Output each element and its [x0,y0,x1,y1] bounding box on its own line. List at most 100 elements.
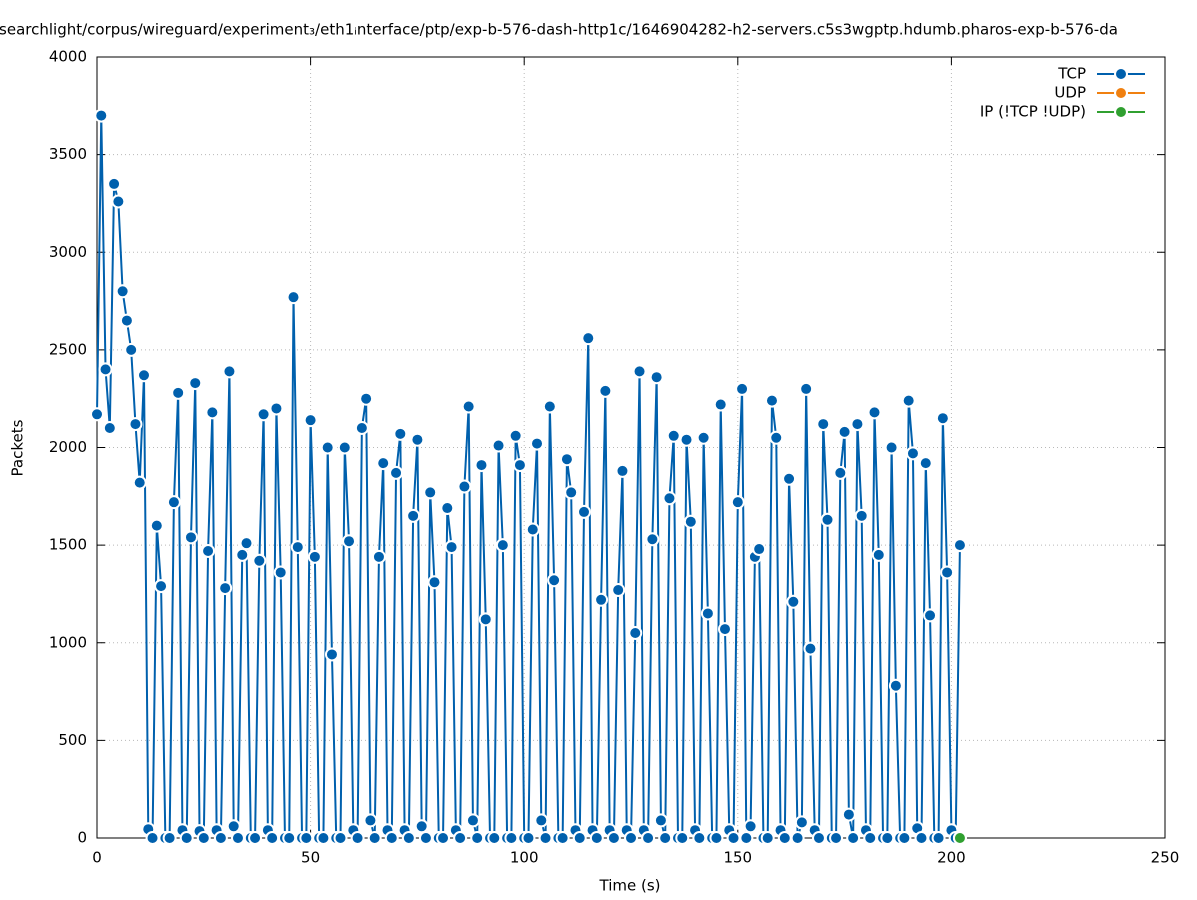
point [888,678,903,693]
point [658,831,673,845]
point [799,381,814,396]
point [867,405,882,420]
point [461,399,476,414]
y-tick-label: 3000 [49,243,87,261]
point [401,831,416,845]
point [406,508,421,523]
point [196,831,211,845]
point [777,831,792,845]
y-tick-label: 2500 [49,340,87,358]
point [632,364,647,379]
x-tick-label: 50 [301,849,320,867]
point [90,407,104,422]
point [833,465,848,480]
point [256,407,271,422]
point [290,540,305,555]
point [743,819,758,834]
point [534,813,549,828]
point [525,522,540,537]
point [559,452,574,467]
point [145,831,160,845]
point [901,393,916,408]
point [354,420,369,435]
point [230,831,245,845]
legend-label: IP (!TCP !UDP) [980,103,1086,121]
point [299,831,314,845]
point [782,471,797,486]
y-tick-label: 1500 [49,536,87,554]
point [679,432,694,447]
point [154,579,169,594]
point [166,495,181,510]
point [136,368,151,383]
point [414,819,429,834]
point [542,399,557,414]
legend-marker [1114,105,1128,119]
point [572,831,587,845]
y-tick-label: 0 [77,829,87,847]
point [611,583,626,598]
point [218,581,233,596]
point [179,831,194,845]
point [273,565,288,580]
point [594,592,609,607]
point [508,428,523,443]
point [598,383,613,398]
point [918,456,933,471]
point [307,549,322,564]
point [320,440,335,455]
legend-label: TCP [1057,65,1086,83]
point [871,547,886,562]
point [119,313,134,328]
point [717,622,732,637]
point [94,108,109,123]
point [730,495,745,510]
point [662,491,677,506]
point [935,411,950,426]
point [453,831,468,845]
point [692,831,707,845]
point [769,430,784,445]
point [923,608,938,623]
point [624,831,638,845]
point [653,813,668,828]
y-tick-label: 1000 [49,633,87,651]
point [713,397,728,412]
point [183,530,198,545]
point [752,542,767,557]
point [675,831,690,845]
point [324,647,339,662]
point [794,815,809,830]
point [577,504,592,519]
y-tick-label: 500 [58,731,87,749]
point [709,831,724,845]
point [837,424,852,439]
x-tick-label: 250 [1151,849,1180,867]
point [213,831,228,845]
point [897,831,912,845]
point [816,417,831,432]
point [863,831,878,845]
point [393,426,408,441]
point [149,518,164,533]
point [564,485,579,500]
point [248,831,263,845]
point [491,438,506,453]
legend-label: UDP [1054,84,1086,102]
point [555,831,570,845]
point [222,364,237,379]
point [478,612,493,627]
point [342,534,357,549]
y-tick-label: 2000 [49,438,87,456]
point [188,376,203,391]
x-tick-label: 0 [92,849,102,867]
y-axis-label: Packets [9,419,27,476]
point [171,385,186,400]
point [162,831,177,845]
point [371,549,386,564]
point [111,194,126,209]
point [418,831,433,845]
point [880,831,895,845]
point [252,553,267,568]
